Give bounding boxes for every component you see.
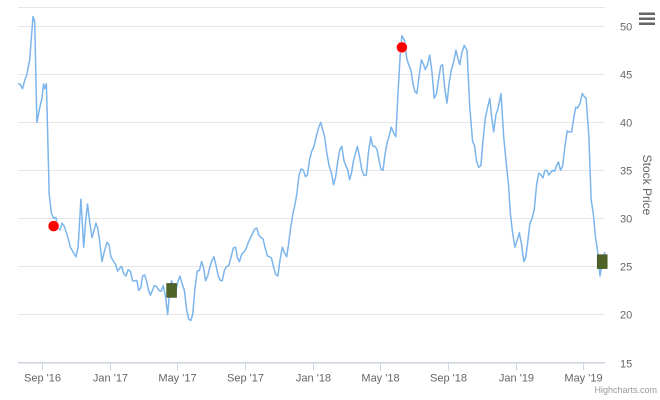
x-tick-label: Jan '17 bbox=[93, 373, 128, 385]
credits-link[interactable]: Highcharts.com bbox=[594, 385, 657, 395]
split-marker[interactable] bbox=[166, 283, 177, 298]
dividend-marker[interactable] bbox=[396, 41, 408, 54]
y-tick-label-40: 40 bbox=[620, 118, 632, 130]
x-tick-label: Jan '18 bbox=[296, 373, 331, 385]
x-tick-label: May '19 bbox=[564, 373, 602, 385]
x-tick-label: May '18 bbox=[361, 373, 399, 385]
y-tick-label-30: 30 bbox=[620, 214, 632, 226]
event-markers bbox=[47, 41, 608, 298]
x-tick-label: Sep '16 bbox=[24, 373, 61, 385]
x-tick-label: Sep '18 bbox=[430, 373, 467, 385]
y-tick-label-35: 35 bbox=[620, 166, 632, 178]
dividend-marker[interactable] bbox=[47, 220, 60, 232]
grid-lines bbox=[18, 7, 605, 364]
hamburger-menu-icon[interactable] bbox=[637, 9, 657, 29]
y-tick-label-50: 50 bbox=[620, 22, 632, 34]
x-tick-label: Jan '19 bbox=[499, 373, 534, 385]
x-tick-label: May '17 bbox=[158, 373, 196, 385]
split-marker[interactable] bbox=[596, 254, 608, 269]
y-tick-label-45: 45 bbox=[620, 70, 632, 82]
series-line-stock-price bbox=[17, 15, 606, 322]
y-tick-label-20: 20 bbox=[620, 310, 632, 322]
x-axis: Sep '16 Jan '17 May '17 Sep '17 Jan '18 May '… bbox=[24, 362, 603, 385]
y-tick-label-15: 15 bbox=[620, 359, 632, 371]
y-axis-title: Stock Price bbox=[640, 155, 654, 216]
y-axis: 15 20 25 30 35 40 45 50 bbox=[620, 22, 632, 371]
y-tick-label-25: 25 bbox=[620, 262, 632, 274]
x-tick-label: Sep '17 bbox=[227, 373, 264, 385]
